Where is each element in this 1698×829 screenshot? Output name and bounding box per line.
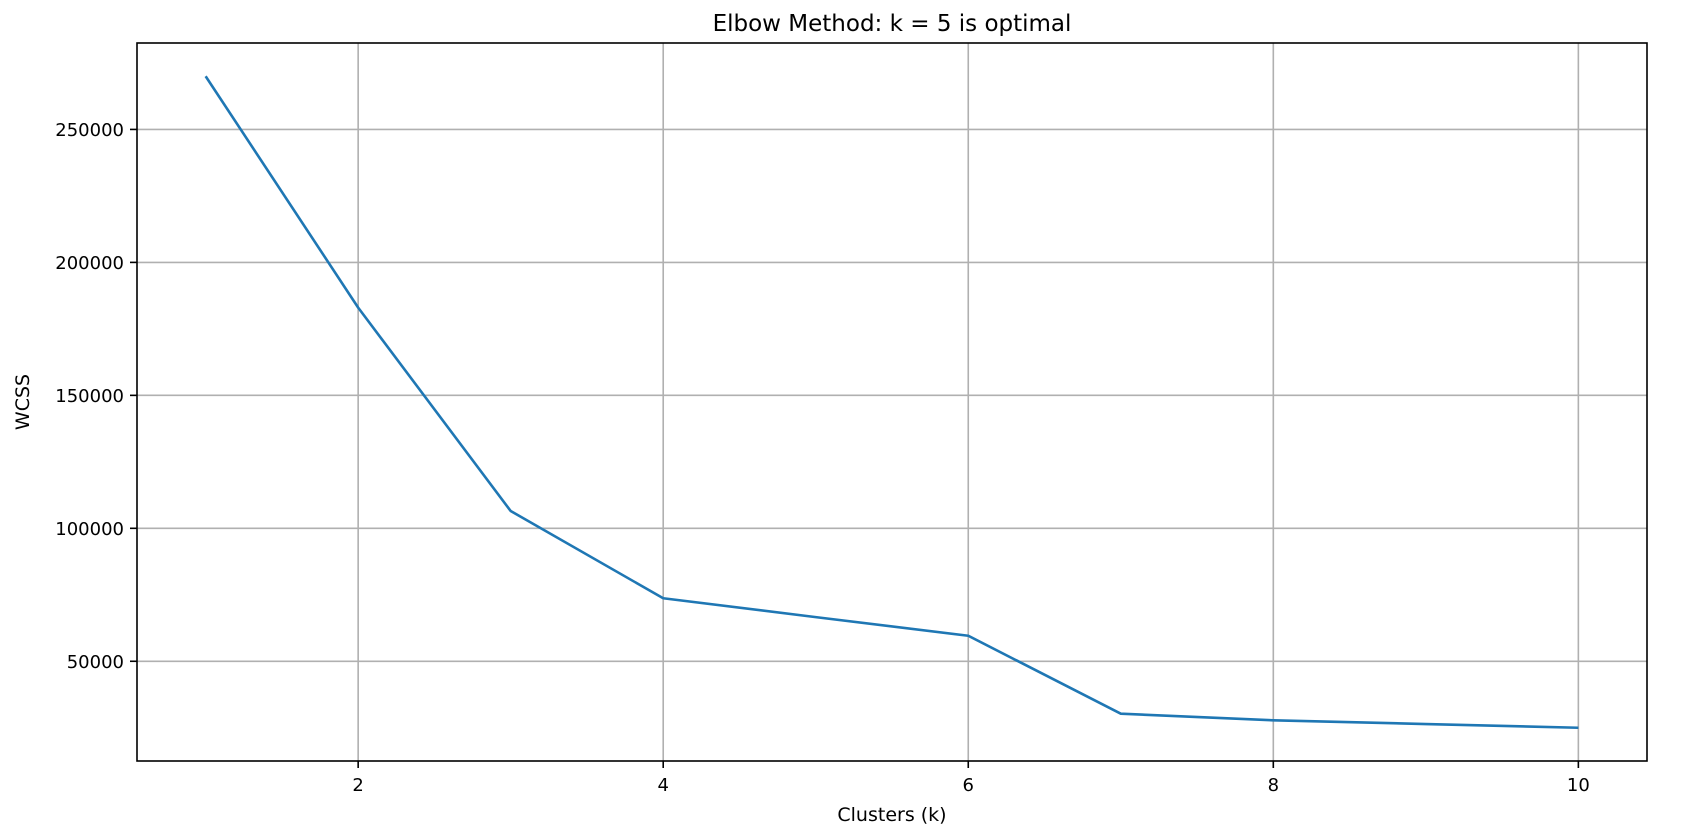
x-tick-label: 2 (352, 775, 363, 796)
y-tick-label: 100000 (55, 519, 124, 540)
x-tick-label: 8 (1268, 775, 1279, 796)
y-tick-label: 150000 (55, 386, 124, 407)
chart-title: Elbow Method: k = 5 is optimal (713, 11, 1072, 37)
x-axis-label: Clusters (k) (837, 804, 946, 826)
series-layer (204, 75, 1579, 730)
wcss-line (204, 75, 1579, 730)
y-tick-label: 250000 (55, 120, 124, 141)
grid (137, 43, 1647, 761)
ticks: 2 4 6 8 10 50000 100000 150000 200000 250000 (55, 120, 1590, 796)
plot-frame (136, 42, 1648, 762)
x-tick-label: 4 (657, 775, 668, 796)
y-axis-label: WCSS (12, 374, 34, 430)
x-tick-label: 6 (963, 775, 974, 796)
y-tick-label: 200000 (55, 253, 124, 274)
x-tick-label: 10 (1567, 775, 1590, 796)
y-tick-label: 50000 (67, 652, 124, 673)
